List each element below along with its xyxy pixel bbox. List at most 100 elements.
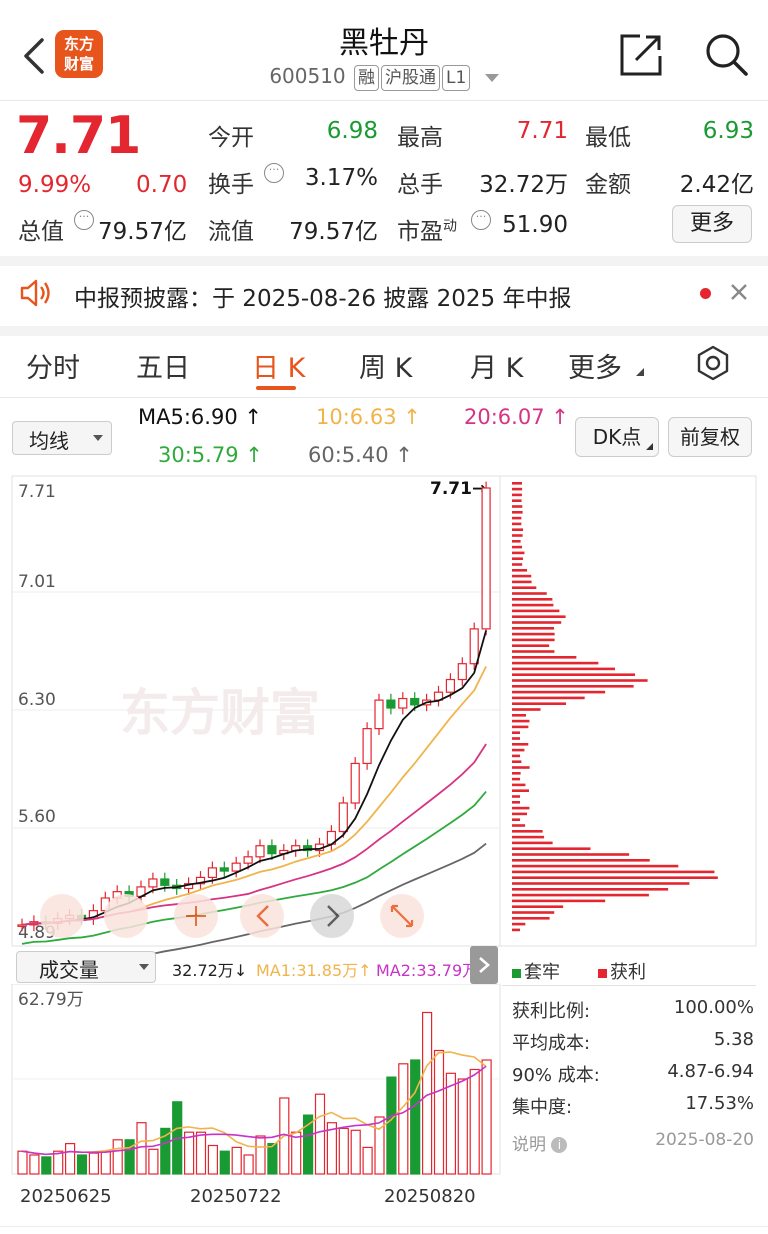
more-button[interactable]: 更多 <box>672 205 752 243</box>
stat-label-2: 90% 成本: <box>512 1065 600 1086</box>
chip-bar <box>512 661 599 665</box>
volume-ma-lines <box>21 1051 487 1156</box>
volume-bar <box>29 1154 40 1175</box>
dk-point-label: DK点 <box>592 425 642 449</box>
last-price: 7.71 <box>16 106 141 166</box>
tab-weekly-k[interactable]: 周 K <box>359 353 413 384</box>
tab-more[interactable]: 更多 <box>568 353 622 384</box>
candle-body <box>195 876 206 885</box>
candle-body <box>219 867 229 872</box>
chip-bar <box>512 598 553 601</box>
chip-bar <box>512 743 529 746</box>
close-notice-button[interactable] <box>728 281 750 303</box>
chip-bar <box>512 795 520 798</box>
chip-panel-divider <box>502 985 756 986</box>
ma-selector[interactable]: 均线 <box>12 421 112 455</box>
legend-profit-text: 获利 <box>610 962 646 983</box>
tab-daily-k[interactable]: 日 K <box>252 353 306 384</box>
legend-trap: 套牢 <box>512 958 560 984</box>
search-button[interactable] <box>702 30 750 78</box>
volume-ma-line <box>21 1065 487 1156</box>
tag-connect: 沪股通 <box>381 65 441 91</box>
ma60-text: 60:5.40 <box>308 443 389 467</box>
volume-bar <box>160 1127 171 1175</box>
candle-body <box>457 663 467 681</box>
volume-bar <box>124 1139 135 1175</box>
scroll-left-button[interactable] <box>240 894 284 938</box>
dropdown-icon[interactable] <box>484 73 499 82</box>
explain-link[interactable]: 说明 i <box>512 1130 568 1155</box>
stat-value-3: 17.53% <box>685 1093 754 1114</box>
candle-body <box>303 845 313 852</box>
chip-bar <box>512 731 520 734</box>
turnover-info-icon[interactable]: ··· <box>264 163 284 183</box>
chip-bar <box>512 737 520 740</box>
volume-bar <box>88 1152 100 1175</box>
dk-point-button[interactable]: DK点 <box>575 417 659 457</box>
volume-value: 32.72万 <box>479 172 568 198</box>
notice-text[interactable]: 中报预披露：于 2025-08-26 披露 2025 年中报 <box>74 286 572 312</box>
expand-icon <box>390 904 414 928</box>
pe-label: 市盈动 <box>397 212 457 246</box>
stat-label-3: 集中度: <box>512 1097 573 1118</box>
volume-bar <box>350 1129 361 1175</box>
ma-selector-label: 均线 <box>29 429 69 453</box>
stock-code: 600510 <box>269 64 346 88</box>
zoom-in-button[interactable] <box>104 894 148 938</box>
chart-controls <box>40 894 424 938</box>
stat-value-0: 100.00% <box>673 997 754 1018</box>
volume-bar <box>433 1049 445 1175</box>
chip-bar <box>512 876 718 879</box>
volume-chart[interactable]: 62.79万 20250625 20250722 20250820 <box>0 984 502 1212</box>
info-icon[interactable]: ··· <box>74 210 94 230</box>
amount-value: 2.42亿 <box>679 172 754 198</box>
chip-bar <box>512 545 523 549</box>
volume-bar <box>326 1122 337 1175</box>
pe-sup: 动 <box>443 218 457 235</box>
chip-bar <box>512 505 523 508</box>
share-button[interactable] <box>618 32 664 78</box>
chip-bar <box>512 754 520 758</box>
ma30-value: 30:5.79 ↑ <box>158 443 263 467</box>
chip-bar <box>512 928 520 932</box>
ma20-value: 20:6.07 ↑ <box>464 405 569 429</box>
candle-body <box>243 856 253 864</box>
chip-bar <box>512 864 679 868</box>
chip-bar <box>512 853 630 856</box>
adjust-button[interactable]: 前复权 <box>668 417 752 457</box>
expand-panel-button[interactable] <box>470 946 498 984</box>
volume-bar <box>219 1150 230 1175</box>
volume-bar <box>410 1059 421 1175</box>
candle-body <box>148 878 158 888</box>
volume-bar <box>207 1144 218 1175</box>
chip-bar <box>512 667 615 671</box>
kline-chart[interactable]: 东方财富 7.71 7.01 6.30 5.60 4.89 7.71→ <box>0 470 768 955</box>
candle-body <box>469 628 479 665</box>
chip-bar <box>512 627 555 630</box>
chip-bar <box>512 772 521 775</box>
indicator-selector[interactable]: 成交量 <box>16 951 156 983</box>
chart-settings-button[interactable] <box>694 344 732 382</box>
chip-bar <box>512 824 526 827</box>
chip-bar <box>512 551 525 555</box>
volume-bar <box>445 1072 456 1175</box>
chip-bar <box>512 917 550 920</box>
candle-body <box>350 762 360 804</box>
vol-ma2-text: MA2:33.79万 <box>376 961 479 980</box>
vol-ma1-text: MA1:31.85万 <box>256 961 359 980</box>
chip-bar <box>512 766 530 769</box>
stat-value-2: 4.87-6.94 <box>667 1061 754 1082</box>
candle-body <box>255 845 265 858</box>
open-label: 今开 <box>208 125 254 151</box>
tab-monthly-k[interactable]: 月 K <box>470 353 524 384</box>
scroll-right-button[interactable] <box>310 894 354 938</box>
chip-bar <box>512 748 525 752</box>
pe-info-icon[interactable]: ··· <box>471 210 491 230</box>
volume-bar <box>255 1135 266 1175</box>
tab-intraday[interactable]: 分时 <box>26 353 80 384</box>
back-button[interactable] <box>14 34 54 78</box>
zoom-out-button[interactable] <box>40 894 84 938</box>
tab-five-day[interactable]: 五日 <box>136 353 190 384</box>
stock-code-row: 600510 融沪股通 L1 <box>0 64 768 91</box>
volume-bar <box>243 1154 254 1175</box>
